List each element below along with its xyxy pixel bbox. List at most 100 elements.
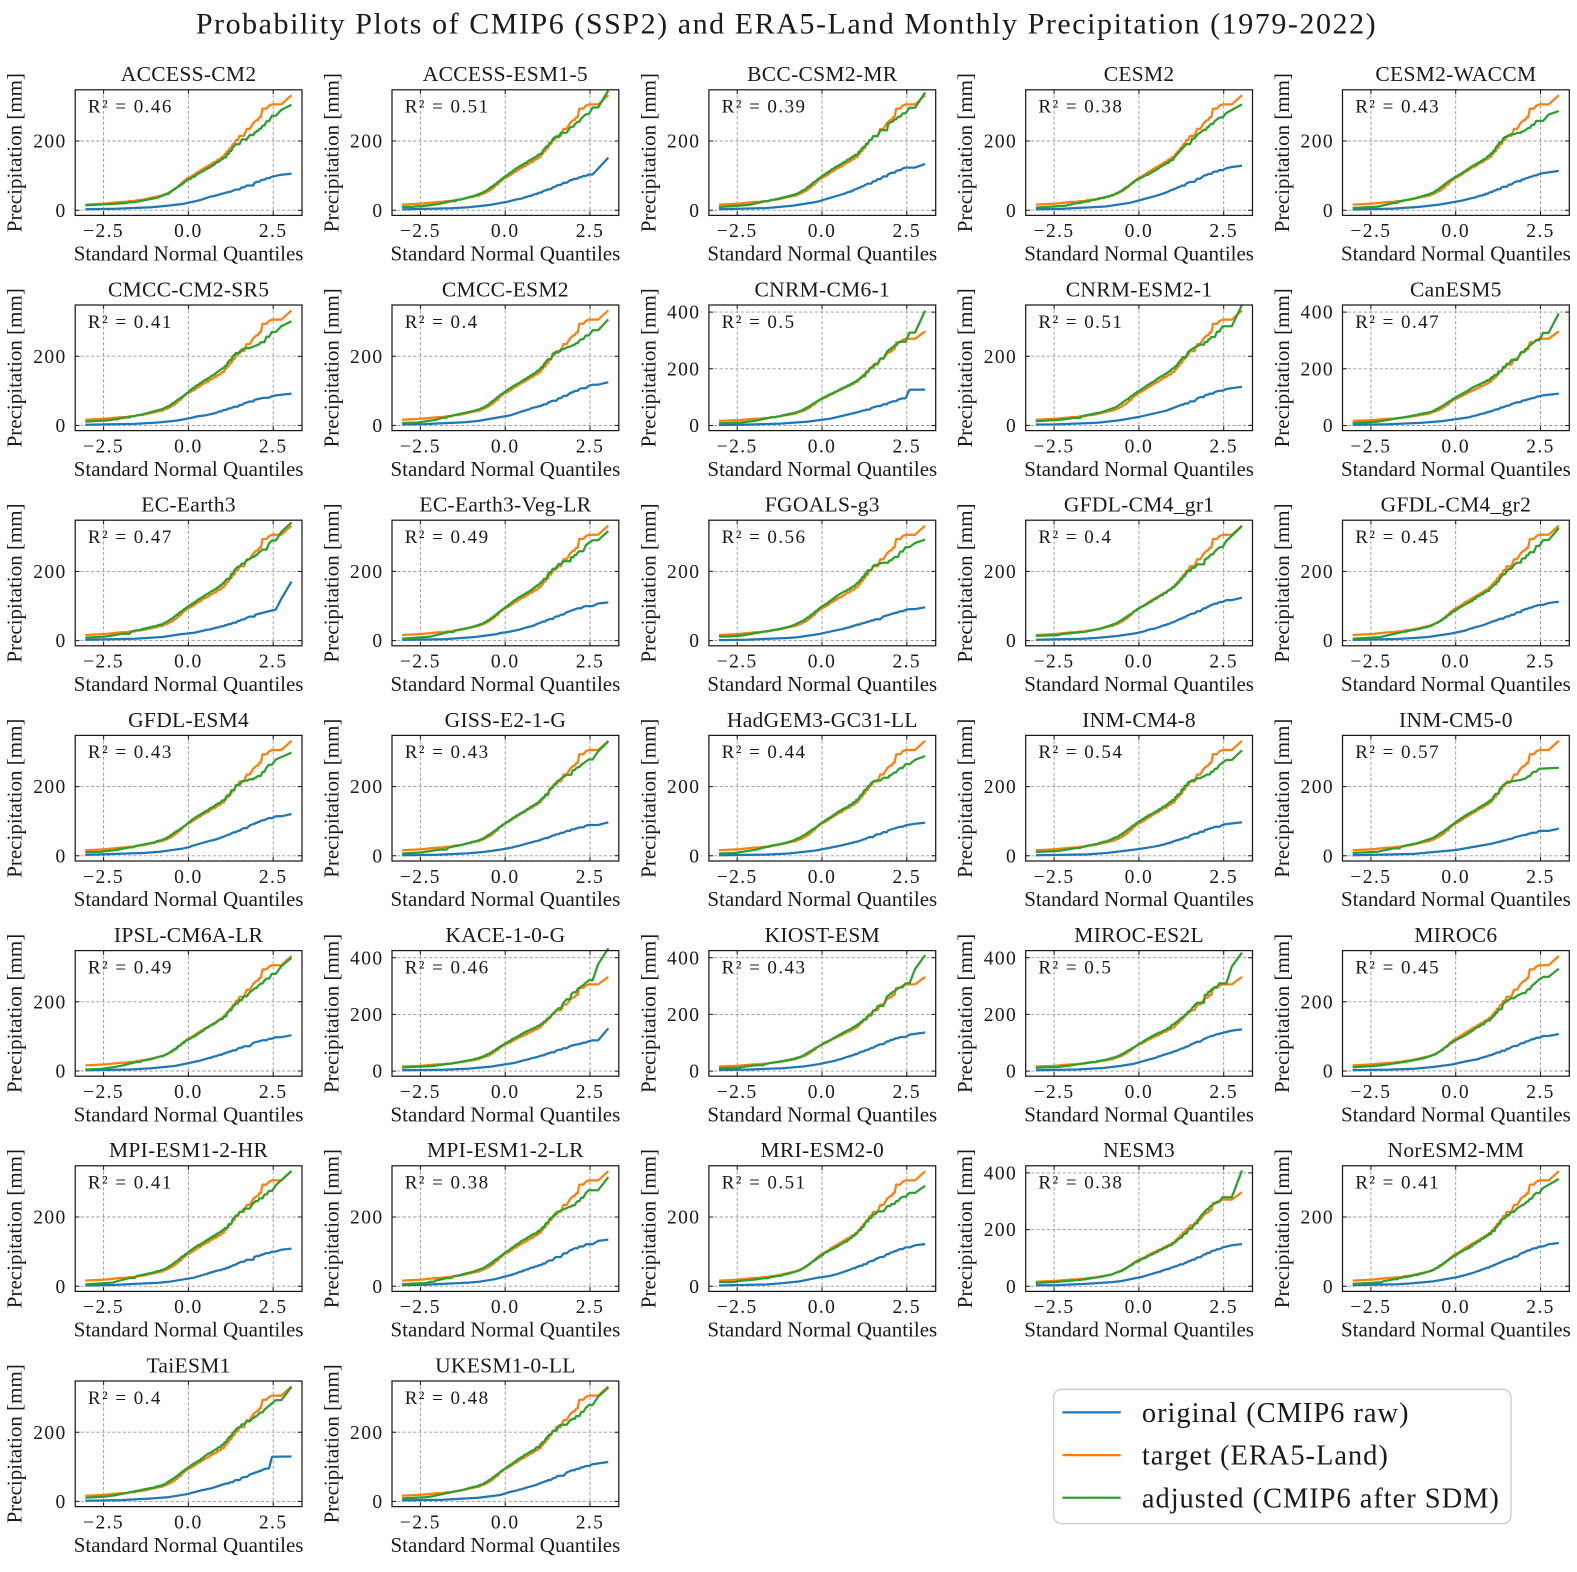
svg-text:−2.5: −2.5	[1034, 221, 1075, 242]
svg-text:Standard Normal Quantiles: Standard Normal Quantiles	[707, 457, 937, 481]
svg-text:0.0: 0.0	[1125, 867, 1154, 888]
svg-text:0.0: 0.0	[1441, 221, 1470, 242]
svg-text:−2.5: −2.5	[400, 221, 441, 242]
svg-text:original (CMIP6 raw): original (CMIP6 raw)	[1142, 1398, 1410, 1429]
svg-text:−2.5: −2.5	[400, 1512, 441, 1533]
svg-text:MIROC-ES2L: MIROC-ES2L	[1074, 923, 1204, 947]
svg-text:2.5: 2.5	[893, 436, 922, 457]
svg-text:0.0: 0.0	[808, 1082, 837, 1103]
svg-text:R² = 0.48: R² = 0.48	[405, 1388, 490, 1409]
svg-text:MPI-ESM1-2-LR: MPI-ESM1-2-LR	[427, 1138, 584, 1162]
svg-text:Precipitation [mm]: Precipitation [mm]	[953, 503, 977, 662]
svg-text:0.0: 0.0	[1125, 436, 1154, 457]
svg-text:Standard Normal Quantiles: Standard Normal Quantiles	[1024, 887, 1254, 911]
svg-text:KACE-1-0-G: KACE-1-0-G	[445, 923, 565, 947]
svg-text:0: 0	[56, 1492, 67, 1513]
svg-text:0.0: 0.0	[1441, 1082, 1470, 1103]
svg-text:400: 400	[350, 948, 383, 969]
svg-text:200: 200	[667, 1005, 700, 1026]
svg-text:Precipitation [mm]: Precipitation [mm]	[3, 288, 27, 447]
svg-text:0.0: 0.0	[491, 867, 520, 888]
svg-text:R² = 0.46: R² = 0.46	[88, 97, 173, 118]
svg-text:0.0: 0.0	[808, 436, 837, 457]
svg-text:−2.5: −2.5	[1034, 436, 1075, 457]
svg-text:Precipitation [mm]: Precipitation [mm]	[1270, 934, 1294, 1093]
svg-text:200: 200	[33, 132, 66, 153]
svg-text:Standard Normal Quantiles: Standard Normal Quantiles	[1341, 672, 1571, 696]
svg-text:200: 200	[33, 1208, 66, 1229]
svg-text:0: 0	[1323, 201, 1334, 222]
svg-text:−2.5: −2.5	[400, 867, 441, 888]
svg-text:200: 200	[1301, 777, 1334, 798]
svg-text:R² = 0.41: R² = 0.41	[1355, 1173, 1440, 1194]
svg-text:Precipitation [mm]: Precipitation [mm]	[3, 1364, 27, 1523]
svg-text:200: 200	[984, 1220, 1017, 1241]
svg-text:2.5: 2.5	[1209, 1297, 1238, 1318]
svg-text:NorESM2-MM: NorESM2-MM	[1388, 1138, 1525, 1162]
svg-text:2.5: 2.5	[1526, 652, 1555, 673]
svg-text:400: 400	[667, 303, 700, 324]
svg-text:2.5: 2.5	[1209, 1082, 1238, 1103]
svg-text:Precipitation [mm]: Precipitation [mm]	[1270, 73, 1294, 232]
svg-text:0.0: 0.0	[808, 652, 837, 673]
svg-text:−2.5: −2.5	[717, 867, 758, 888]
svg-text:2.5: 2.5	[893, 1297, 922, 1318]
svg-text:Standard Normal Quantiles: Standard Normal Quantiles	[74, 1533, 304, 1557]
svg-text:0.0: 0.0	[808, 221, 837, 242]
svg-text:Standard Normal Quantiles: Standard Normal Quantiles	[1341, 887, 1571, 911]
svg-text:Precipitation [mm]: Precipitation [mm]	[1270, 288, 1294, 447]
svg-text:R² = 0.54: R² = 0.54	[1038, 742, 1123, 763]
svg-text:2.5: 2.5	[259, 652, 288, 673]
svg-text:Precipitation [mm]: Precipitation [mm]	[320, 934, 344, 1093]
svg-text:0: 0	[56, 201, 67, 222]
svg-text:−2.5: −2.5	[1350, 436, 1391, 457]
svg-text:0.0: 0.0	[1125, 1297, 1154, 1318]
svg-text:R² = 0.49: R² = 0.49	[88, 957, 173, 978]
svg-text:Precipitation [mm]: Precipitation [mm]	[3, 73, 27, 232]
svg-text:Standard Normal Quantiles: Standard Normal Quantiles	[1024, 1102, 1254, 1126]
svg-text:0: 0	[372, 1277, 383, 1298]
svg-text:Standard Normal Quantiles: Standard Normal Quantiles	[1024, 457, 1254, 481]
svg-text:400: 400	[984, 948, 1017, 969]
svg-text:MPI-ESM1-2-HR: MPI-ESM1-2-HR	[109, 1138, 269, 1162]
svg-text:Precipitation [mm]: Precipitation [mm]	[3, 934, 27, 1093]
svg-text:2.5: 2.5	[259, 436, 288, 457]
svg-text:CMCC-ESM2: CMCC-ESM2	[442, 277, 569, 301]
svg-text:0: 0	[56, 1277, 67, 1298]
svg-text:0.0: 0.0	[174, 1082, 203, 1103]
svg-text:−2.5: −2.5	[400, 652, 441, 673]
svg-text:200: 200	[33, 562, 66, 583]
svg-text:200: 200	[1301, 132, 1334, 153]
svg-text:200: 200	[33, 1423, 66, 1444]
svg-text:−2.5: −2.5	[717, 436, 758, 457]
svg-text:0: 0	[1006, 631, 1017, 652]
svg-text:2.5: 2.5	[1526, 221, 1555, 242]
svg-text:−2.5: −2.5	[83, 1082, 124, 1103]
svg-text:0: 0	[1006, 1062, 1017, 1083]
svg-text:Standard Normal Quantiles: Standard Normal Quantiles	[1024, 1318, 1254, 1342]
svg-text:2.5: 2.5	[576, 652, 605, 673]
svg-text:NESM3: NESM3	[1103, 1138, 1175, 1162]
svg-text:0: 0	[1323, 846, 1334, 867]
svg-text:Standard Normal Quantiles: Standard Normal Quantiles	[74, 1318, 304, 1342]
svg-text:Standard Normal Quantiles: Standard Normal Quantiles	[707, 1102, 937, 1126]
svg-text:2.5: 2.5	[893, 1082, 922, 1103]
svg-text:CESM2: CESM2	[1104, 62, 1175, 86]
svg-text:−2.5: −2.5	[1034, 652, 1075, 673]
svg-text:0.0: 0.0	[1125, 221, 1154, 242]
svg-text:0: 0	[1006, 846, 1017, 867]
svg-text:−2.5: −2.5	[83, 221, 124, 242]
svg-text:Standard Normal Quantiles: Standard Normal Quantiles	[1024, 672, 1254, 696]
svg-text:R² = 0.38: R² = 0.38	[1038, 97, 1123, 118]
svg-text:0.0: 0.0	[174, 867, 203, 888]
svg-text:R² = 0.41: R² = 0.41	[88, 312, 173, 333]
svg-text:0: 0	[1323, 416, 1334, 437]
svg-text:0.0: 0.0	[491, 221, 520, 242]
svg-text:−2.5: −2.5	[83, 436, 124, 457]
svg-text:0: 0	[56, 631, 67, 652]
svg-text:FGOALS-g3: FGOALS-g3	[765, 493, 880, 517]
svg-text:R² = 0.38: R² = 0.38	[405, 1173, 490, 1194]
svg-text:GISS-E2-1-G: GISS-E2-1-G	[445, 708, 567, 732]
svg-text:R² = 0.4: R² = 0.4	[1038, 527, 1112, 548]
svg-text:2.5: 2.5	[1209, 867, 1238, 888]
